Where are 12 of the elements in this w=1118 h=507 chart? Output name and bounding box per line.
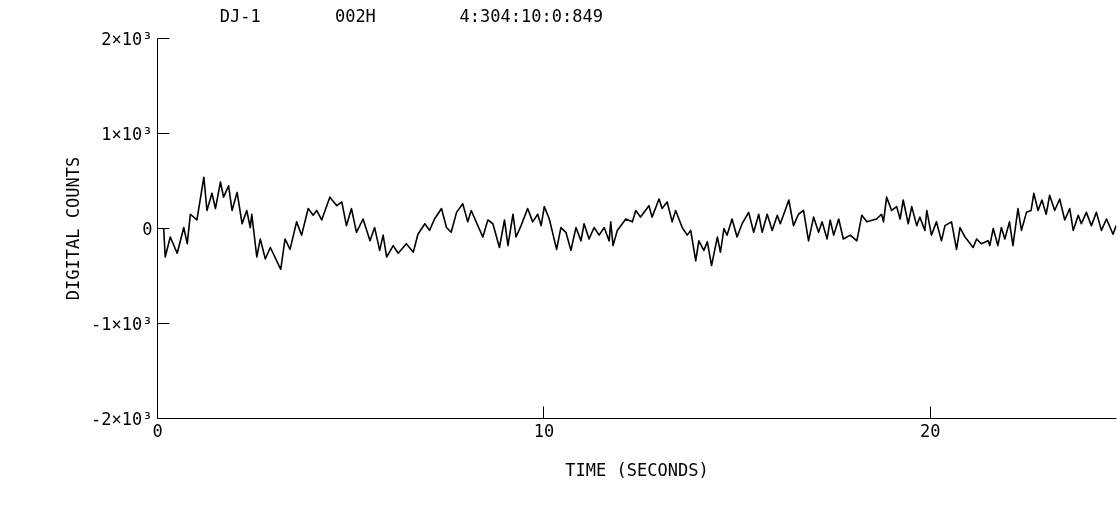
y-tick-label: 0 [142,218,153,239]
y-tick-label: -2×10³ [91,408,153,429]
x-axis-title: TIME (SECONDS) [565,459,709,480]
text: 4:304:10:0:849 [459,5,603,26]
y-tick-label: 2×10³ [101,28,153,49]
x-tick-label: 10 [533,420,555,441]
y-tick-label: -1×10³ [91,313,153,334]
text: 002H [334,5,376,26]
x-tick-label: 20 [920,420,941,441]
y-axis-title: DIGITAL COUNTS [63,156,84,301]
text: DJ-1 [219,5,261,26]
y-tick-label: 1×10³ [101,123,153,144]
